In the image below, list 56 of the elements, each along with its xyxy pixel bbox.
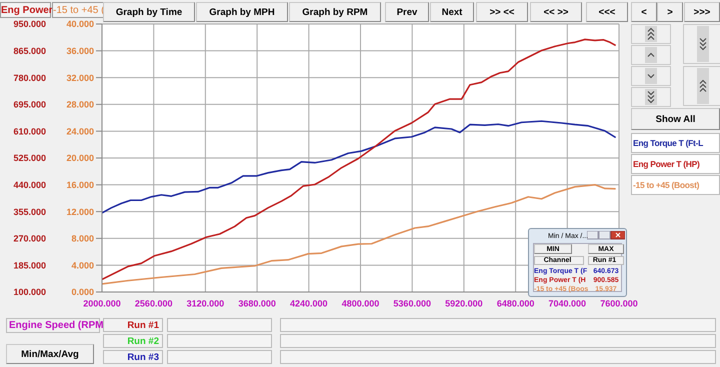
- y-tick-label: 610.000: [13, 126, 46, 136]
- y2-tick-label: 12.000: [66, 206, 94, 217]
- button: Run #1: [103, 318, 163, 332]
- y-tick-label: 780.000: [13, 72, 46, 83]
- x-tick-label: 7040.000: [548, 298, 586, 308]
- button: Prev: [385, 2, 429, 22]
- y-tick-label: 185.000: [13, 260, 46, 270]
- button: Min/Max/Avg: [6, 344, 94, 364]
- button: Run #2: [103, 334, 163, 348]
- x-tick-label: 4240.000: [290, 298, 328, 308]
- y-tick-label: 950.000: [13, 19, 46, 30]
- y-tick-label: 695.000: [13, 100, 46, 110]
- y2-tick-label: 20.000: [66, 153, 94, 164]
- button: >>>: [684, 2, 720, 22]
- x-axis-title: Engine Speed (RPM: [8, 319, 104, 333]
- text: -15 to +45 (Boost): [631, 175, 720, 195]
- line-series: [102, 120, 616, 214]
- y2-tick-label: 24.000: [66, 126, 94, 136]
- x-tick-label: 7600.000: [600, 298, 638, 308]
- button: Graph by RPM: [289, 2, 381, 22]
- button: Run #3: [103, 350, 163, 364]
- y-axis-title: Eng Power: [0, 2, 53, 18]
- x-tick-label: 3120.000: [186, 298, 224, 308]
- y-tick-label: 865.000: [13, 46, 46, 56]
- button: Graph by Time: [103, 2, 195, 22]
- y-tick-label: 525.000: [13, 153, 46, 164]
- button: >: [657, 2, 683, 22]
- y-tick-label: 355.000: [13, 206, 46, 217]
- y2-tick-label: 8.000: [71, 234, 94, 244]
- text: Eng Torque T (Ft-L: [631, 133, 720, 153]
- x-tick-label: 6480.000: [496, 298, 534, 308]
- button: Show All: [631, 108, 720, 130]
- y2-tick-label: 36.000: [66, 46, 94, 56]
- y2-tick-label: 28.000: [66, 100, 94, 110]
- text: Eng Power T (HP): [631, 154, 720, 174]
- button: << >>: [530, 2, 582, 22]
- y2-tick-label: 4.000: [71, 260, 94, 270]
- y-tick-label: 440.000: [13, 180, 46, 190]
- button: Next: [430, 2, 474, 22]
- x-tick-label: 2560.000: [134, 298, 172, 308]
- x-tick-label: 2000.000: [83, 298, 121, 308]
- y2-tick-label: 16.000: [66, 180, 94, 190]
- button: >> <<: [476, 2, 528, 22]
- x-tick-label: 4800.000: [342, 298, 380, 308]
- x-tick-label: 3680.000: [238, 298, 276, 308]
- x-tick-label: 5360.000: [393, 298, 431, 308]
- button: Graph by MPH: [196, 2, 288, 22]
- line-series: [102, 184, 616, 285]
- y2-tick-label: 32.000: [66, 72, 94, 83]
- button: <: [631, 2, 657, 22]
- y2-tick-label: 40.000: [66, 19, 94, 30]
- x-tick-label: 5920.000: [445, 298, 483, 308]
- button: <<<: [586, 2, 628, 22]
- y2-tick-label: 0.000: [71, 287, 94, 298]
- y-tick-label: 270.000: [13, 234, 46, 244]
- y-tick-label: 100.000: [13, 287, 46, 298]
